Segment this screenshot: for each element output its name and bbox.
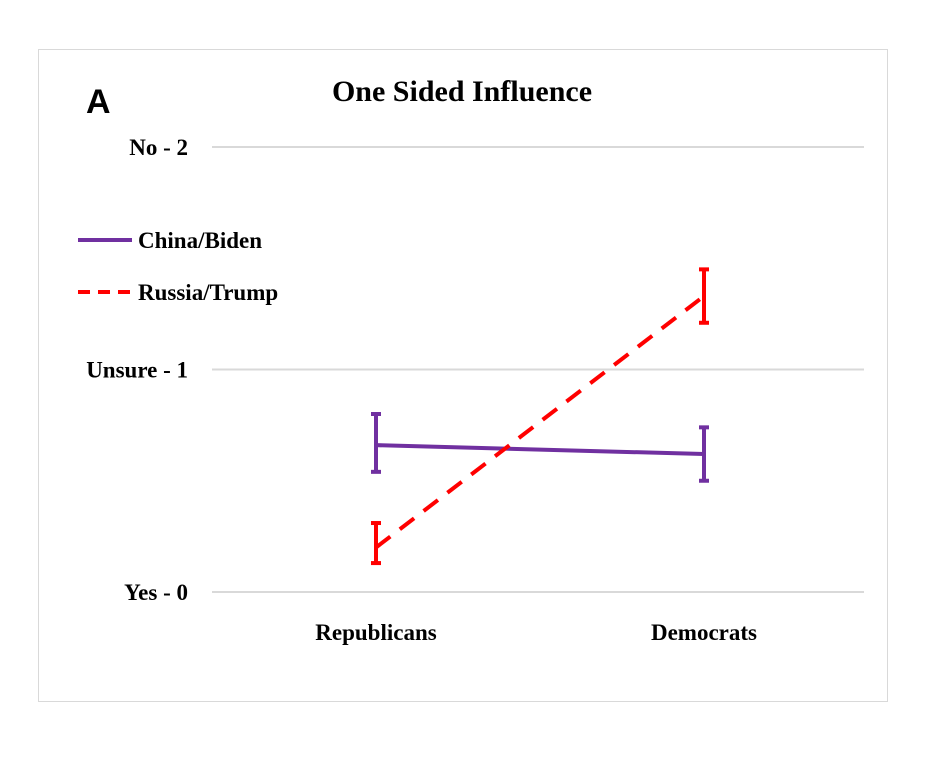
x-tick-label: Republicans [315, 620, 436, 645]
y-tick-label: No - 2 [129, 135, 188, 160]
panel-letter: A [86, 83, 111, 121]
error-bar-china-biden [371, 412, 381, 474]
series-line-china-biden [375, 443, 705, 457]
series-line-russia-trump [374, 294, 706, 550]
y-tick-label: Unsure - 1 [86, 358, 188, 383]
y-tick-label: Yes - 0 [124, 580, 188, 605]
chart-title: One Sided Influence [332, 75, 592, 108]
error-bar-russia-trump [371, 521, 381, 566]
x-tick-label: Democrats [651, 620, 757, 645]
legend-label-china-biden: China/Biden [138, 228, 262, 253]
chart-frame [38, 49, 888, 702]
legend-label-russia-trump: Russia/Trump [138, 280, 278, 305]
